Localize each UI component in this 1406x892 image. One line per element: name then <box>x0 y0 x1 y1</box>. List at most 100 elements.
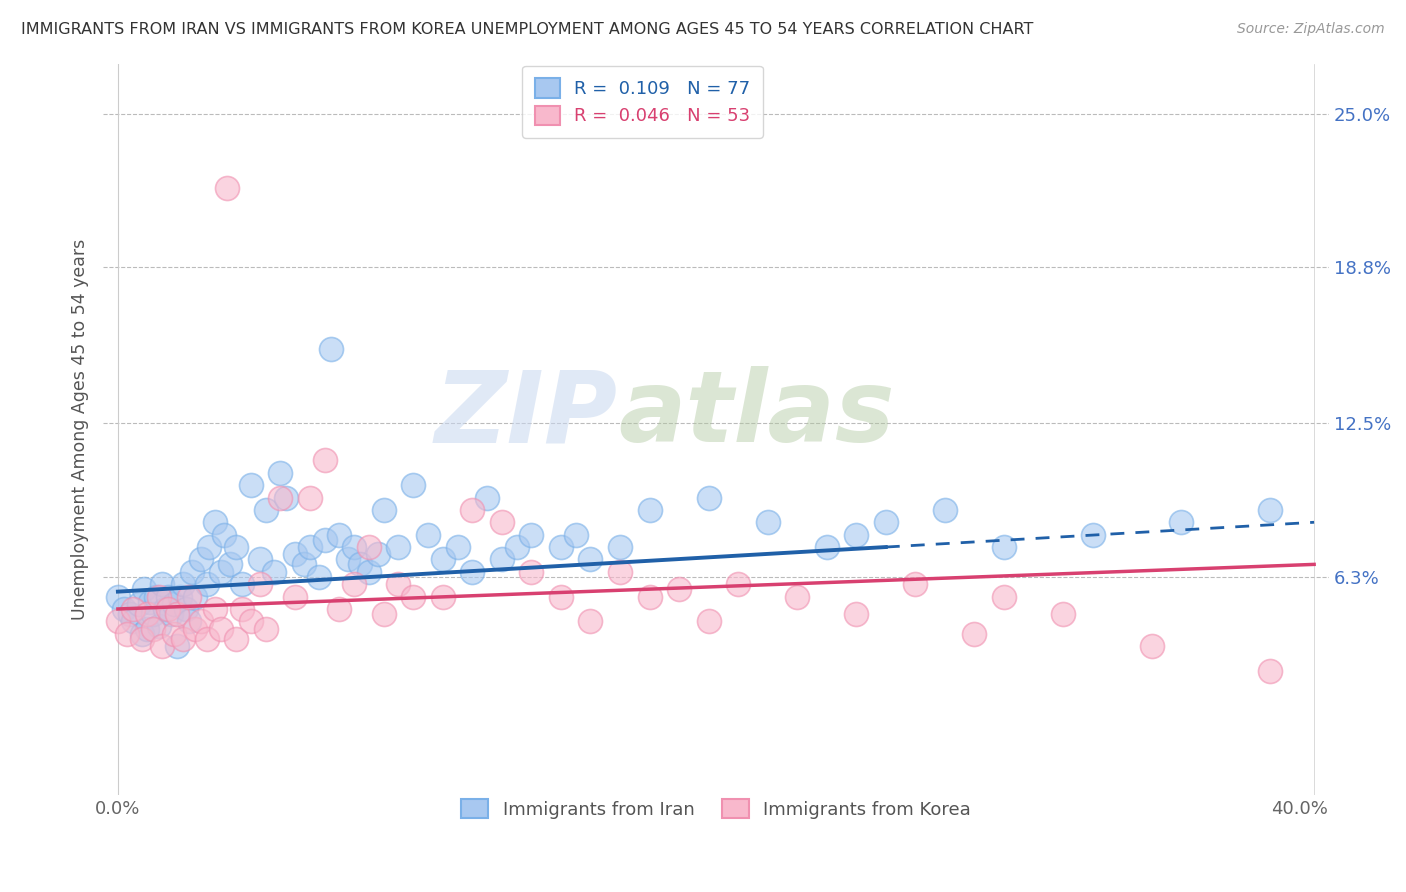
Point <box>357 565 380 579</box>
Point <box>349 558 371 572</box>
Point <box>609 565 631 579</box>
Point <box>432 590 454 604</box>
Point <box>638 503 661 517</box>
Point <box>269 491 291 505</box>
Point <box>254 503 277 517</box>
Point <box>195 577 218 591</box>
Point <box>254 622 277 636</box>
Point <box>148 590 170 604</box>
Point <box>157 590 180 604</box>
Point <box>195 632 218 646</box>
Point <box>148 619 170 633</box>
Point <box>121 615 143 629</box>
Point <box>217 181 239 195</box>
Point <box>239 615 262 629</box>
Point <box>550 590 572 604</box>
Point <box>269 466 291 480</box>
Point <box>292 558 315 572</box>
Point <box>387 540 409 554</box>
Point <box>263 565 285 579</box>
Y-axis label: Unemployment Among Ages 45 to 54 years: Unemployment Among Ages 45 to 54 years <box>72 239 89 620</box>
Legend: Immigrants from Iran, Immigrants from Korea: Immigrants from Iran, Immigrants from Ko… <box>454 791 979 826</box>
Point <box>204 516 226 530</box>
Point <box>112 602 135 616</box>
Point <box>239 478 262 492</box>
Point <box>402 478 425 492</box>
Point <box>204 602 226 616</box>
Text: ZIP: ZIP <box>434 367 619 463</box>
Point <box>786 590 808 604</box>
Point <box>231 602 253 616</box>
Point <box>432 552 454 566</box>
Point <box>209 622 232 636</box>
Point <box>727 577 749 591</box>
Point <box>373 503 395 517</box>
Point <box>174 602 197 616</box>
Point <box>212 527 235 541</box>
Point <box>446 540 468 554</box>
Point <box>314 533 336 547</box>
Point <box>579 615 602 629</box>
Point <box>150 639 173 653</box>
Point <box>183 590 205 604</box>
Point <box>461 565 484 579</box>
Point <box>166 639 188 653</box>
Point <box>190 552 212 566</box>
Point <box>134 582 156 596</box>
Point <box>115 626 138 640</box>
Point <box>845 607 868 621</box>
Point <box>815 540 838 554</box>
Point <box>198 540 221 554</box>
Point <box>402 590 425 604</box>
Point <box>121 602 143 616</box>
Point <box>520 565 543 579</box>
Point <box>153 602 176 616</box>
Point <box>131 626 153 640</box>
Point <box>284 590 307 604</box>
Point <box>142 607 165 621</box>
Point <box>343 577 366 591</box>
Point <box>328 527 350 541</box>
Point <box>756 516 779 530</box>
Point <box>505 540 527 554</box>
Point <box>314 453 336 467</box>
Point <box>461 503 484 517</box>
Point <box>276 491 298 505</box>
Point <box>875 516 897 530</box>
Point <box>387 577 409 591</box>
Point <box>1052 607 1074 621</box>
Point <box>1140 639 1163 653</box>
Point <box>219 558 242 572</box>
Point <box>638 590 661 604</box>
Point <box>579 552 602 566</box>
Point <box>416 527 439 541</box>
Point <box>963 626 986 640</box>
Point <box>284 548 307 562</box>
Point <box>136 607 159 621</box>
Point <box>150 577 173 591</box>
Point <box>145 590 167 604</box>
Point <box>357 540 380 554</box>
Point <box>157 602 180 616</box>
Point <box>142 622 165 636</box>
Text: Source: ZipAtlas.com: Source: ZipAtlas.com <box>1237 22 1385 37</box>
Point <box>190 615 212 629</box>
Point <box>180 565 202 579</box>
Point <box>1170 516 1192 530</box>
Point <box>231 577 253 591</box>
Point <box>160 607 183 621</box>
Point <box>136 622 159 636</box>
Point <box>993 590 1015 604</box>
Point <box>904 577 927 591</box>
Point <box>319 342 342 356</box>
Text: atlas: atlas <box>619 367 894 463</box>
Point <box>697 615 720 629</box>
Point <box>298 491 321 505</box>
Point <box>1258 503 1281 517</box>
Point <box>308 570 330 584</box>
Point <box>139 594 162 608</box>
Point <box>118 607 141 621</box>
Point <box>697 491 720 505</box>
Point <box>107 590 129 604</box>
Text: IMMIGRANTS FROM IRAN VS IMMIGRANTS FROM KOREA UNEMPLOYMENT AMONG AGES 45 TO 54 Y: IMMIGRANTS FROM IRAN VS IMMIGRANTS FROM … <box>21 22 1033 37</box>
